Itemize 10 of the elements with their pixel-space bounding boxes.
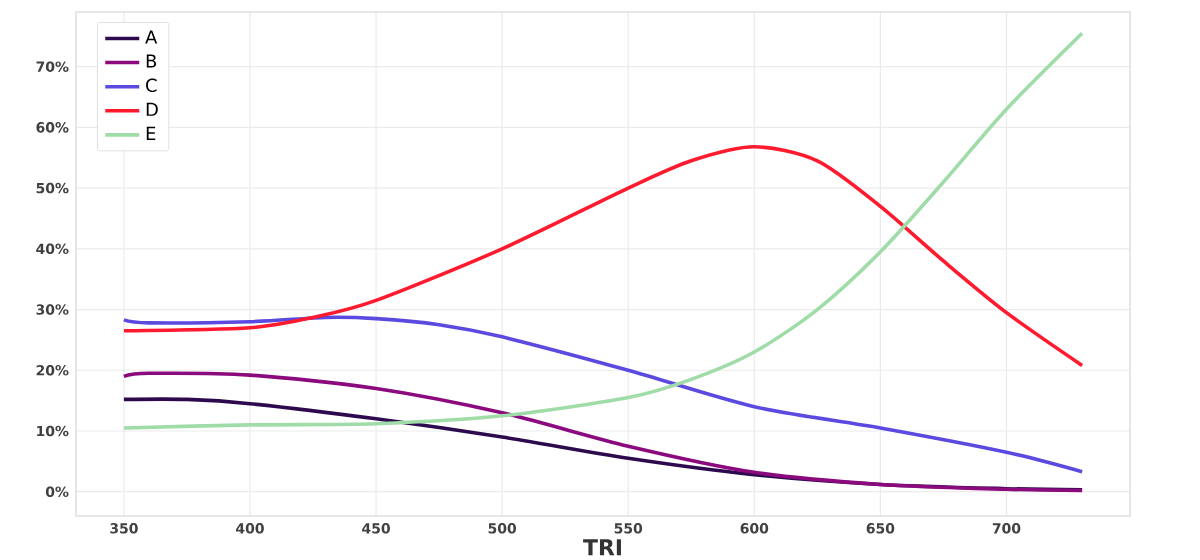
legend-label: C xyxy=(146,78,157,93)
legend-label: D xyxy=(146,102,158,116)
legend-label: B xyxy=(146,54,157,68)
x-axis-title: TRI xyxy=(583,539,621,556)
legend-label: E xyxy=(146,126,156,140)
legend-label: A xyxy=(145,30,158,44)
line-series xyxy=(122,315,1084,474)
line-series xyxy=(122,371,1084,493)
line-series xyxy=(122,145,1084,368)
line-series xyxy=(122,31,1084,430)
